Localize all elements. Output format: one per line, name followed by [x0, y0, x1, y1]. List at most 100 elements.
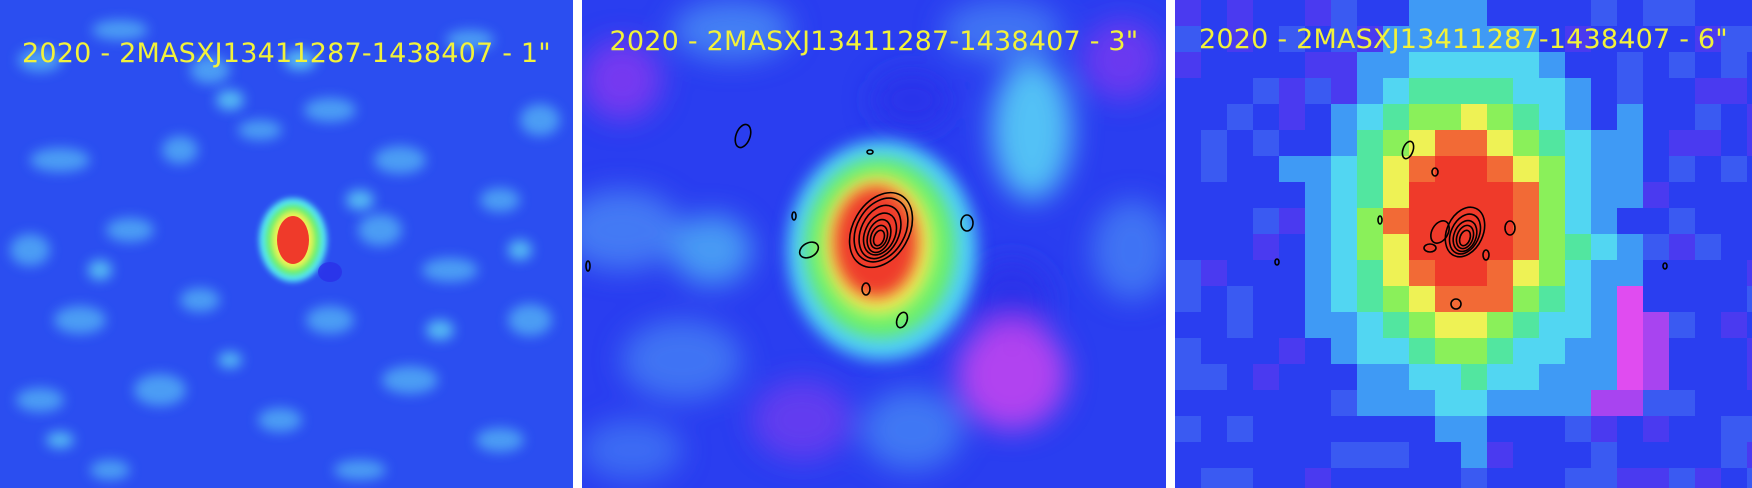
- map-pixel: [1357, 130, 1383, 156]
- central-source-1arcsec: [259, 198, 327, 282]
- map-pixel: [1253, 234, 1279, 260]
- map-pixel: [1643, 416, 1669, 442]
- map-pixel: [1227, 312, 1253, 338]
- map-pixel: [1357, 442, 1383, 468]
- map-pixel: [1357, 286, 1383, 312]
- map-pixel: [1591, 442, 1617, 468]
- map-pixel: [1357, 208, 1383, 234]
- map-pixel: [1669, 234, 1695, 260]
- map-pixel: [1175, 364, 1201, 390]
- map-pixel: [1409, 78, 1435, 104]
- map-pixel: [1435, 26, 1461, 52]
- map-pixel: [1461, 182, 1487, 208]
- map-pixel: [1435, 52, 1461, 78]
- map-pixel: [1175, 52, 1201, 78]
- map-pixel: [1357, 52, 1383, 78]
- map-pixel: [1747, 260, 1752, 286]
- map-pixel: [1565, 182, 1591, 208]
- map-pixel: [1279, 156, 1305, 182]
- map-pixel: [1461, 312, 1487, 338]
- map-pixel: [1435, 78, 1461, 104]
- map-pixel: [1357, 156, 1383, 182]
- map-pixel: [1305, 78, 1331, 104]
- map-pixel: [1747, 130, 1752, 156]
- map-pixel: [1721, 156, 1747, 182]
- map-pixel: [1617, 182, 1643, 208]
- map-pixel: [1487, 130, 1513, 156]
- map-pixel: [1435, 156, 1461, 182]
- map-pixel: [1565, 390, 1591, 416]
- map-pixel: [1513, 104, 1539, 130]
- map-pixel: [1721, 52, 1747, 78]
- map-pixel: [1305, 468, 1331, 488]
- map-pixel: [1487, 182, 1513, 208]
- map-pixel: [1539, 390, 1565, 416]
- map-pixel: [1357, 104, 1383, 130]
- map-pixel: [1461, 286, 1487, 312]
- map-pixel: [1175, 260, 1201, 286]
- map-pixel: [1539, 182, 1565, 208]
- map-pixel: [1409, 364, 1435, 390]
- map-pixel: [1695, 234, 1721, 260]
- map-pixel: [1305, 0, 1331, 26]
- map-pixel: [1487, 364, 1513, 390]
- map-pixel: [1487, 338, 1513, 364]
- map-pixel: [1513, 130, 1539, 156]
- map-pixel: [1487, 312, 1513, 338]
- map-pixel: [1539, 130, 1565, 156]
- map-pixel: [1331, 130, 1357, 156]
- map-pixel: [1565, 156, 1591, 182]
- map-pixel: [1409, 104, 1435, 130]
- map-pixel: [1513, 338, 1539, 364]
- map-pixel: [1669, 130, 1695, 156]
- map-pixel: [1565, 338, 1591, 364]
- map-pixel: [1409, 52, 1435, 78]
- map-pixel: [1747, 286, 1752, 312]
- map-pixel: [1331, 182, 1357, 208]
- map-pixel: [1409, 156, 1435, 182]
- map-pixel: [1383, 442, 1409, 468]
- map-pixel: [1357, 312, 1383, 338]
- map-pixel: [1279, 208, 1305, 234]
- map-pixel: [1461, 468, 1487, 488]
- map-pixel: [1305, 52, 1331, 78]
- map-pixel: [1487, 286, 1513, 312]
- map-pixel: [1305, 234, 1331, 260]
- map-pixel: [1513, 234, 1539, 260]
- map-pixel: [1565, 78, 1591, 104]
- map-pixel: [1357, 338, 1383, 364]
- map-pixel: [1643, 234, 1669, 260]
- map-pixel: [1591, 156, 1617, 182]
- map-pixel: [1383, 182, 1409, 208]
- map-pixel: [1279, 104, 1305, 130]
- map-pixel: [1383, 156, 1409, 182]
- map-pixel: [1201, 156, 1227, 182]
- map-pixel: [1487, 52, 1513, 78]
- map-pixel: [1201, 364, 1227, 390]
- map-pixel: [1591, 468, 1617, 488]
- map-pixel: [1331, 390, 1357, 416]
- map-pixel: [1565, 26, 1591, 52]
- map-pixel: [1591, 390, 1617, 416]
- map-pixel: [1279, 26, 1305, 52]
- radio-map-3arcsec: [582, 0, 1166, 488]
- map-pixel: [1383, 260, 1409, 286]
- contours-6arcsec: [1274, 140, 1668, 310]
- map-pixel: [1617, 364, 1643, 390]
- map-pixel: [1669, 468, 1695, 488]
- map-pixel: [1591, 338, 1617, 364]
- contours-3arcsec: [585, 123, 974, 329]
- map-pixel: [1617, 78, 1643, 104]
- map-pixel: [1201, 468, 1227, 488]
- map-pixel: [1461, 104, 1487, 130]
- map-pixel: [1435, 130, 1461, 156]
- map-pixel: [1461, 0, 1487, 26]
- map-pixel: [1331, 0, 1357, 26]
- pixel-grid-6arcsec: [1175, 0, 1752, 488]
- map-pixel: [1331, 104, 1357, 130]
- map-pixel: [1591, 286, 1617, 312]
- map-pixel: [1721, 26, 1747, 52]
- map-pixel: [1331, 78, 1357, 104]
- map-pixel: [1461, 442, 1487, 468]
- map-pixel: [1487, 234, 1513, 260]
